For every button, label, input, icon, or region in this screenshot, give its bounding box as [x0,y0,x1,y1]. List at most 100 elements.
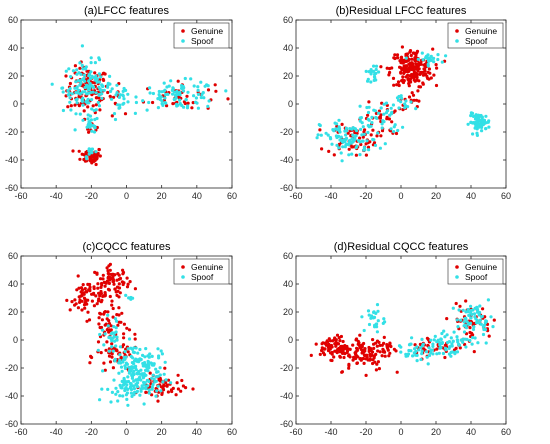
data-point [386,346,390,350]
data-point [382,102,386,106]
data-point [374,64,379,68]
data-point [61,90,65,94]
data-point [107,347,111,351]
data-point [213,83,217,87]
data-point [355,144,359,148]
data-point [82,109,86,113]
series-genuine [318,45,447,157]
y-tick-label: -60 [5,183,18,193]
data-point [387,354,391,358]
data-point [371,338,375,342]
data-point [95,116,99,121]
data-point [414,65,418,69]
data-point [392,347,396,351]
data-point [357,139,361,143]
data-point [348,138,352,143]
data-point [86,88,90,92]
data-point [449,354,453,358]
data-point [98,311,102,315]
data-point [106,287,111,291]
data-point [111,315,115,319]
data-point [354,134,358,138]
data-point [327,343,331,347]
data-point [420,337,424,341]
x-tick-label: 0 [124,191,129,201]
data-point [173,93,178,97]
data-point [114,344,118,348]
scatter-points [65,262,195,407]
data-point [148,352,152,356]
data-point [82,76,86,80]
data-point [196,85,200,89]
data-point [436,57,440,62]
data-point [464,345,468,349]
x-tick-label: 20 [157,427,167,437]
data-point [455,338,459,342]
data-point [477,125,481,129]
data-point [108,294,112,299]
data-point [123,357,127,361]
data-point [360,121,364,125]
data-point [120,369,124,373]
data-point [376,319,380,323]
data-point [67,67,71,71]
x-tick-label: 40 [192,427,202,437]
data-point [147,355,151,359]
data-point [413,59,417,63]
data-point [69,108,73,112]
data-point [146,384,150,388]
data-point [354,153,358,157]
data-point [117,371,121,375]
data-point [424,350,429,354]
data-point [466,310,470,314]
data-point [132,387,136,391]
data-point [395,56,399,60]
data-point [190,106,194,110]
data-point [443,355,447,360]
data-point [92,154,96,158]
data-point [164,381,168,385]
data-point [340,370,344,374]
data-point [78,92,82,96]
data-point [106,324,110,328]
data-point [362,361,366,365]
data-point [108,74,112,78]
data-point [146,360,151,364]
data-point [463,342,467,347]
data-point [105,317,109,321]
data-point [108,268,112,272]
data-point [351,343,355,347]
series-spoof [360,298,495,366]
data-point [105,340,109,344]
data-point [450,342,454,346]
data-point [99,289,103,294]
data-point [129,385,133,390]
data-point [484,127,488,131]
data-point [127,328,132,332]
data-point [124,293,128,297]
data-point [98,294,102,298]
data-point [116,399,120,403]
data-point [86,105,90,109]
data-point [98,398,102,402]
data-point [202,96,206,100]
data-point [94,74,98,78]
data-point [117,95,121,99]
data-point [180,103,184,108]
data-point [160,102,164,106]
data-point [367,313,371,317]
data-point [336,348,340,352]
data-point [127,371,131,375]
data-point [99,351,103,355]
data-point [125,397,129,401]
y-tick-label: -40 [280,155,293,165]
data-point [474,113,478,118]
data-point [113,287,117,291]
data-point [78,79,83,83]
data-point [475,118,479,122]
data-point [101,277,105,281]
data-point [138,393,142,397]
data-point [83,287,87,291]
data-point [130,361,134,365]
